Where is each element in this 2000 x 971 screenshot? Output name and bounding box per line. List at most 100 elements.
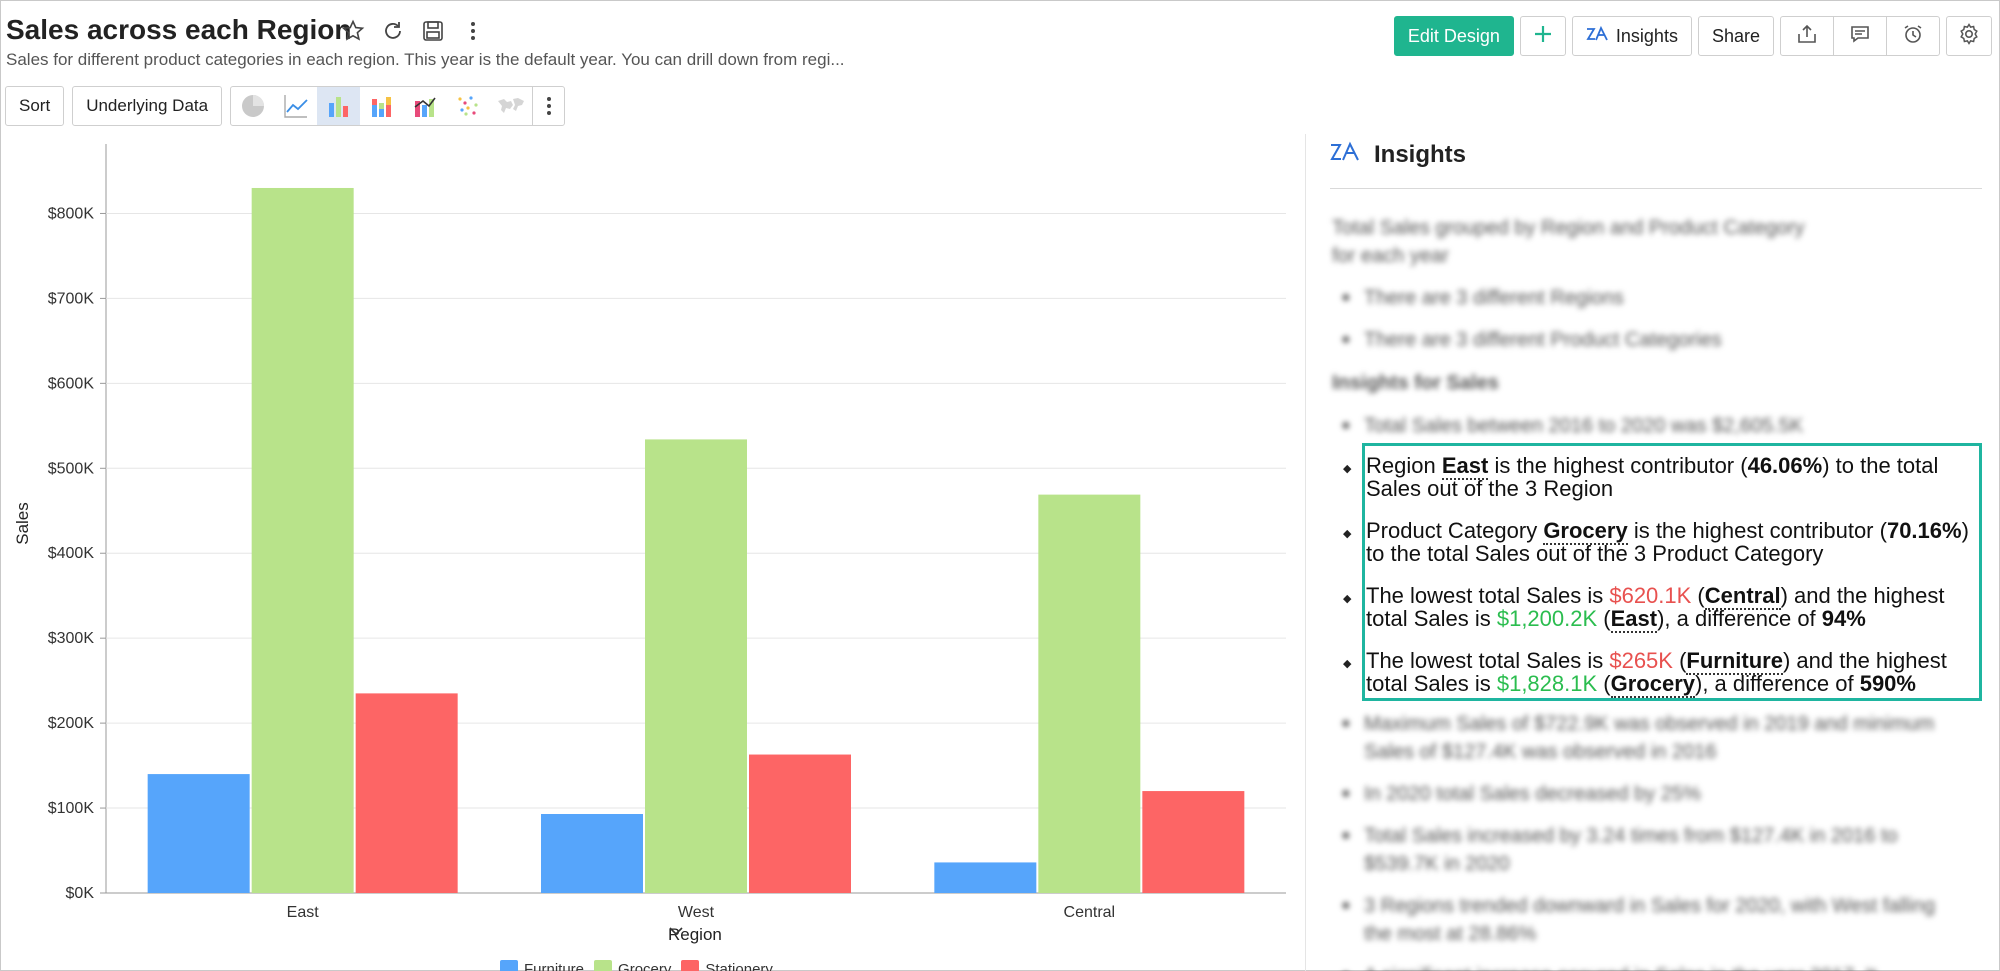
bar-stationery-east bbox=[355, 693, 458, 893]
star-icon[interactable] bbox=[340, 18, 366, 44]
settings-button[interactable] bbox=[1946, 16, 1992, 56]
y-tick-label: $300K bbox=[48, 630, 95, 647]
entity-link[interactable]: Grocery bbox=[1610, 671, 1695, 698]
insights-button-label: Insights bbox=[1615, 25, 1678, 46]
insights-button[interactable]: Insights bbox=[1571, 16, 1692, 56]
list-item: There are 3 different Product Categories bbox=[1342, 326, 1722, 354]
stacked-bar-icon[interactable] bbox=[360, 87, 403, 125]
y-tick-label: $200K bbox=[48, 715, 95, 732]
insights-total-list: Total Sales between 2016 to 2020 was $2,… bbox=[1342, 412, 1803, 454]
action-icon-group bbox=[1780, 16, 1940, 56]
insights-icon bbox=[1586, 25, 1610, 48]
legend-item-grocery[interactable]: Grocery bbox=[594, 960, 671, 971]
list-item: 3 Regions trended downward in Sales for … bbox=[1342, 892, 1962, 948]
list-item: A significant increase occured in Sales … bbox=[1342, 962, 1962, 971]
refresh-icon[interactable] bbox=[380, 18, 406, 44]
bar-stationery-central bbox=[1142, 791, 1245, 893]
x-tick-label: West bbox=[678, 904, 715, 921]
highlighted-insights-list: Region East is the highest contributor (… bbox=[1340, 453, 1980, 714]
legend-swatch bbox=[500, 960, 518, 971]
pie-chart-icon[interactable] bbox=[231, 87, 274, 125]
save-icon[interactable] bbox=[420, 18, 446, 44]
sort-button[interactable]: Sort bbox=[5, 86, 65, 126]
insights-summary-list: There are 3 different Regions There are … bbox=[1342, 284, 1722, 368]
chart-toolbar: Sort Underlying Data bbox=[5, 86, 566, 126]
y-tick-label: $500K bbox=[48, 460, 95, 477]
insights-more-list: Maximum Sales of $722.9K was observed in… bbox=[1342, 710, 1962, 971]
title-actions bbox=[340, 18, 486, 44]
page-subtitle: Sales for different product categories i… bbox=[6, 50, 845, 69]
bar-grocery-central bbox=[1038, 494, 1141, 893]
top-actions: Edit Design Insights Share bbox=[1393, 16, 1992, 56]
insights-icon bbox=[1330, 140, 1362, 169]
more-vertical-icon[interactable] bbox=[460, 18, 486, 44]
legend-swatch bbox=[681, 960, 700, 971]
list-item: Maximum Sales of $722.9K was observed in… bbox=[1342, 710, 1962, 766]
combo-chart-icon[interactable] bbox=[403, 87, 446, 125]
list-item: The lowest total Sales is $265K (Furnitu… bbox=[1340, 648, 1980, 698]
x-tick-label: Central bbox=[1064, 904, 1116, 921]
panel-divider bbox=[1305, 134, 1306, 971]
legend-label: Grocery bbox=[618, 960, 672, 971]
bar-furniture-east bbox=[147, 774, 250, 893]
bar-chart: $0K $100K $200K $300K $400K $500K $600K $700K $8… bbox=[13, 144, 1286, 921]
entity-link[interactable]: East bbox=[1441, 453, 1489, 480]
bar-furniture-central bbox=[934, 862, 1037, 893]
list-item: Total Sales between 2016 to 2020 was $2,… bbox=[1342, 412, 1803, 440]
add-button[interactable] bbox=[1519, 16, 1566, 56]
entity-link[interactable]: East bbox=[1610, 606, 1658, 633]
legend-item-stationery[interactable]: Stationery bbox=[681, 960, 773, 971]
legend-label: Stationery bbox=[705, 960, 773, 971]
entity-link[interactable]: Central bbox=[1704, 583, 1781, 610]
list-item: In 2020 total Sales decreased by 25% bbox=[1342, 780, 1962, 808]
y-tick-label: $100K bbox=[48, 800, 95, 817]
bar-chart-icon[interactable] bbox=[317, 87, 361, 125]
y-tick-label: $400K bbox=[48, 545, 95, 562]
list-item: Total Sales increased by 3.24 times from… bbox=[1342, 822, 1962, 878]
entity-link[interactable]: Furniture bbox=[1686, 648, 1783, 675]
export-button[interactable] bbox=[1780, 16, 1834, 56]
list-item: There are 3 different Regions bbox=[1342, 284, 1722, 312]
x-axis-title-label: Region bbox=[668, 925, 722, 944]
plus-icon bbox=[1533, 24, 1553, 49]
insights-divider bbox=[1330, 188, 1982, 189]
list-item: Region East is the highest contributor (… bbox=[1340, 453, 1980, 500]
more-chart-types-icon[interactable] bbox=[532, 87, 564, 125]
settings-icon bbox=[1957, 22, 1981, 51]
export-icon bbox=[1796, 23, 1818, 50]
comment-icon bbox=[1849, 23, 1871, 50]
line-chart-icon[interactable] bbox=[274, 87, 317, 125]
page-title: Sales across each Region bbox=[6, 14, 352, 45]
list-item: Product Category Grocery is the highest … bbox=[1340, 518, 1980, 565]
insights-title: Insights bbox=[1374, 140, 1467, 168]
insights-section-title: Insights for Sales bbox=[1332, 372, 1499, 394]
legend-label: Furniture bbox=[524, 960, 585, 971]
y-tick-label: $700K bbox=[48, 290, 95, 307]
x-axis-title[interactable]: Region bbox=[668, 925, 728, 945]
alarm-icon bbox=[1902, 23, 1924, 50]
edit-design-button[interactable]: Edit Design bbox=[1393, 16, 1514, 56]
bar-stationery-west bbox=[749, 754, 851, 893]
list-item: The lowest total Sales is $620.1K (Centr… bbox=[1340, 583, 1980, 633]
chart-type-selector bbox=[230, 86, 566, 126]
underlying-data-button[interactable]: Underlying Data bbox=[72, 86, 223, 126]
chart-area: $0K $100K $200K $300K $400K $500K $600K $700K $8… bbox=[0, 134, 1300, 971]
highlighted-insights-box bbox=[1362, 443, 1982, 701]
comment-button[interactable] bbox=[1833, 16, 1887, 56]
share-button[interactable]: Share bbox=[1697, 16, 1774, 56]
legend-item-furniture[interactable]: Furniture bbox=[500, 960, 584, 971]
alarm-button[interactable] bbox=[1886, 16, 1940, 56]
y-tick-label: $600K bbox=[48, 375, 95, 392]
y-tick-label: $0K bbox=[66, 885, 95, 902]
scatter-chart-icon[interactable] bbox=[446, 87, 489, 125]
insights-header: Insights bbox=[1330, 140, 1466, 169]
y-axis-title: Sales bbox=[13, 502, 32, 545]
bar-grocery-east bbox=[251, 187, 354, 893]
x-tick-label: East bbox=[287, 904, 320, 921]
entity-link[interactable]: Grocery bbox=[1543, 518, 1628, 545]
insights-intro: Total Sales grouped by Region and Produc… bbox=[1332, 217, 1805, 267]
chart-legend: Furniture Grocery Stationery bbox=[500, 960, 773, 971]
bar-grocery-west bbox=[645, 439, 747, 893]
map-chart-icon[interactable] bbox=[489, 87, 532, 125]
bar-furniture-west bbox=[541, 814, 643, 893]
